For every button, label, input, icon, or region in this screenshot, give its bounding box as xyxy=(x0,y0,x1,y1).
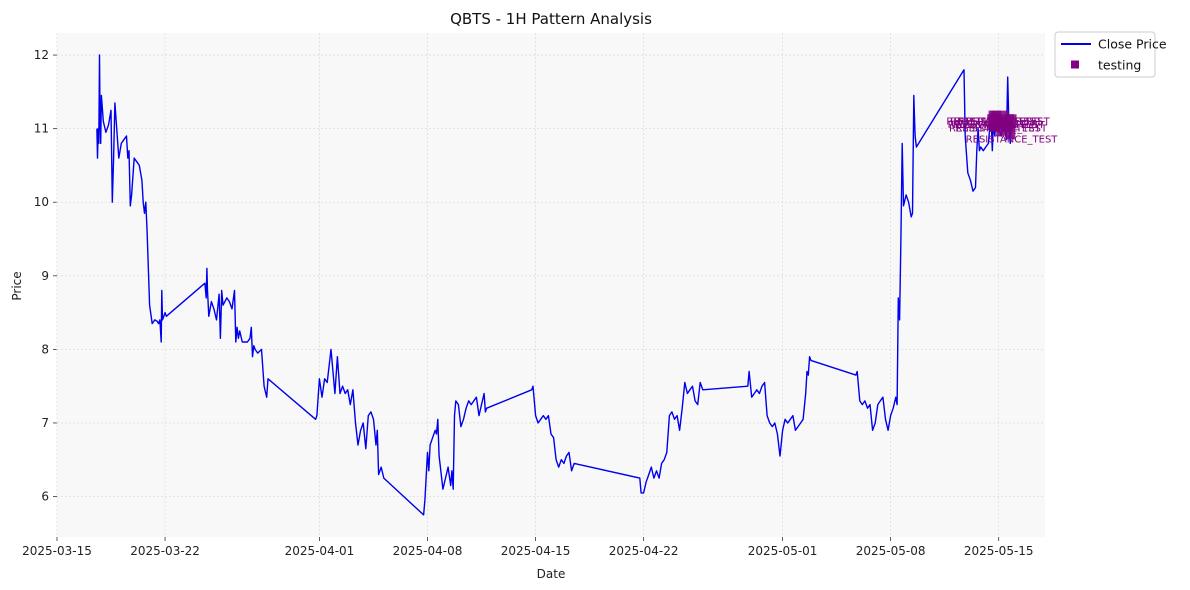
x-tick-label: 2025-05-01 xyxy=(748,544,818,558)
close-price-line xyxy=(96,54,1013,516)
annotation-label: RESISTANCE_TEST xyxy=(966,135,1059,146)
plot-area: 6 7 8 9 10 11 12 2025-03-15 2025-03-22 2025-04-01… xyxy=(22,33,1058,558)
y-tick-label: 6 xyxy=(41,490,49,504)
testing-marker xyxy=(993,114,1004,129)
x-tick-label: 2025-05-15 xyxy=(964,544,1034,558)
y-tick-label: 12 xyxy=(34,48,49,62)
x-tick-label: 2025-04-15 xyxy=(501,544,571,558)
x-tick-label: 2025-05-08 xyxy=(856,544,926,558)
x-tick-label: 2025-03-22 xyxy=(130,544,200,558)
y-tick-label: 9 xyxy=(41,269,49,283)
y-tick-label: 7 xyxy=(41,416,49,430)
x-tick-label: 2025-04-22 xyxy=(609,544,679,558)
legend-label-testing: testing xyxy=(1098,58,1141,73)
plot-background xyxy=(57,33,1045,537)
y-tick-label: 10 xyxy=(34,195,49,209)
legend-label-close-price: Close Price xyxy=(1098,37,1167,52)
testing-marker xyxy=(996,121,1007,136)
legend: Close Price testing xyxy=(1054,31,1167,78)
x-tick-label: 2025-04-01 xyxy=(285,544,355,558)
x-axis-title: Date xyxy=(537,567,566,581)
legend-square-swatch xyxy=(1071,60,1079,69)
y-axis-title: Price xyxy=(10,271,24,300)
testing-marker xyxy=(998,110,1009,125)
x-tick-label: 2025-03-15 xyxy=(22,544,92,558)
x-tick-label: 2025-04-08 xyxy=(393,544,463,558)
testing-marker xyxy=(1006,114,1017,129)
y-tick-label: 11 xyxy=(34,122,49,136)
testing-marker xyxy=(1005,125,1016,140)
chart-title: QBTS - 1H Pattern Analysis xyxy=(450,10,652,28)
y-tick-label: 8 xyxy=(41,342,49,356)
